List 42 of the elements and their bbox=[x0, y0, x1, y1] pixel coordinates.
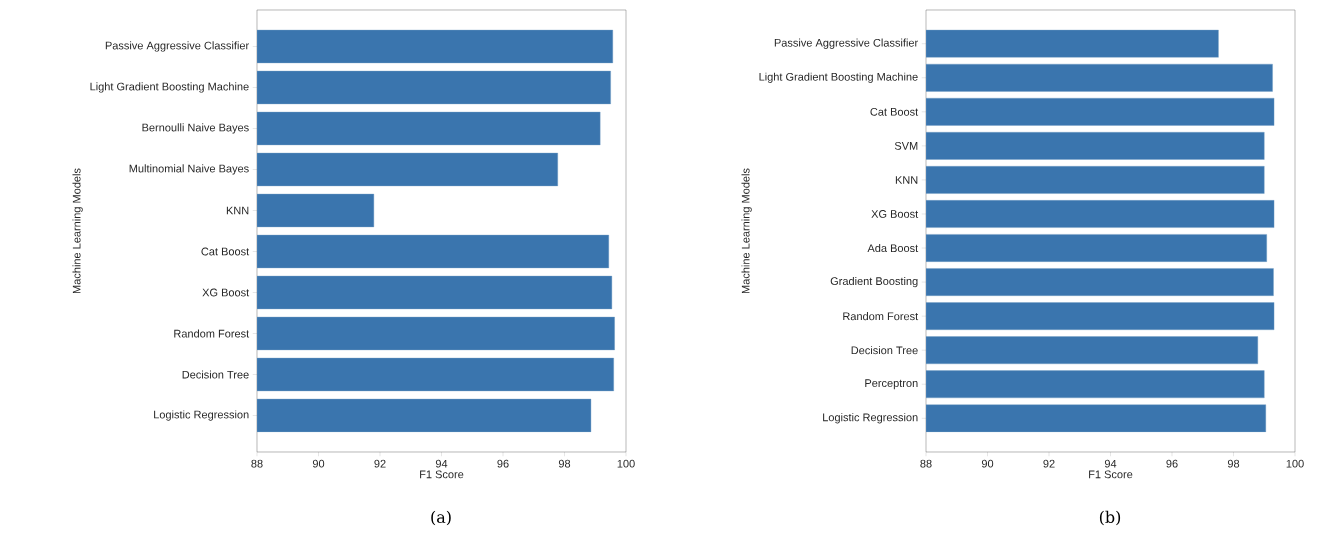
y-tick-label: Decision Tree bbox=[851, 346, 918, 355]
y-tick-label: Light Gradient Boosting Machine bbox=[759, 72, 918, 83]
y-tick-label: Decision Tree bbox=[182, 370, 249, 379]
x-tick-label: 96 bbox=[497, 459, 509, 468]
text: (b) bbox=[1099, 510, 1121, 526]
x-tick-label: 98 bbox=[558, 459, 571, 468]
x-tick-label: 100 bbox=[617, 459, 635, 468]
y-tick-label: Passive Aggressive Classifier bbox=[105, 41, 249, 52]
y-tick-label: Passive Aggressive Classifier bbox=[774, 38, 918, 49]
y-tick-label: Random Forest bbox=[843, 312, 919, 321]
y-tick-label: KNN bbox=[226, 206, 249, 215]
y-tick-label: Perceptron bbox=[865, 379, 918, 390]
y-tick-label: Cat Boost bbox=[201, 247, 250, 256]
y-tick-label: Ada Boost bbox=[867, 243, 919, 253]
x-axis-title: F1 Score bbox=[420, 470, 464, 479]
x-tick-label: 90 bbox=[312, 459, 325, 468]
y-tick-label: XG Boost bbox=[202, 288, 250, 297]
y-tick-label: SVM bbox=[894, 141, 918, 150]
y-axis-title: Machine Learning Models bbox=[72, 168, 83, 294]
x-tick-label: 92 bbox=[374, 459, 386, 468]
x-tick-label: 94 bbox=[435, 459, 448, 468]
x-tick-label: 92 bbox=[1043, 459, 1055, 468]
x-tick-label: 94 bbox=[1104, 459, 1117, 468]
y-tick-label: Cat Boost bbox=[870, 107, 919, 116]
y-tick-label: Random Forest bbox=[174, 329, 250, 338]
text: (a) bbox=[431, 510, 451, 526]
x-tick-label: 88 bbox=[251, 459, 263, 468]
y-tick-label: Gradient Boosting bbox=[830, 276, 918, 288]
y-tick-label: Logistic Regression bbox=[154, 410, 249, 421]
y-tick-label: Logistic Regression bbox=[823, 413, 918, 424]
x-tick-label: 96 bbox=[1166, 459, 1178, 468]
y-axis-title: Machine Learning Models bbox=[741, 168, 752, 294]
y-tick-label: KNN bbox=[895, 176, 918, 184]
y-tick-label: Light Gradient Boosting Machine bbox=[90, 82, 249, 93]
y-tick-label: Bernoulli Naive Bayes bbox=[142, 123, 249, 134]
x-axis-title: F1 Score bbox=[1089, 470, 1133, 479]
x-tick-label: 88 bbox=[920, 459, 932, 468]
y-tick-label: XG Boost bbox=[871, 210, 919, 218]
x-tick-label: 100 bbox=[1286, 459, 1304, 468]
x-tick-label: 98 bbox=[1227, 459, 1240, 468]
y-tick-label: Multinomial Naive Bayes bbox=[129, 164, 249, 175]
x-tick-label: 90 bbox=[981, 459, 994, 468]
